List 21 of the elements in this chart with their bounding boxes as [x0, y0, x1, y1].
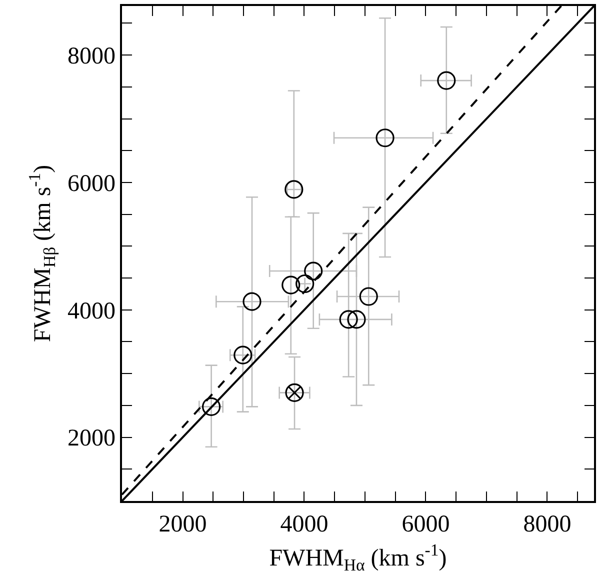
- y-tick-label: 8000: [67, 43, 116, 70]
- y-tick-label: 4000: [67, 298, 116, 324]
- y-tick-label: 2000: [67, 426, 116, 452]
- x-tick-label: 2000: [158, 512, 207, 538]
- point: [234, 346, 252, 364]
- point: [359, 287, 378, 306]
- point: [304, 262, 323, 280]
- x-tick-label: 4000: [280, 512, 328, 538]
- x-tick-label: 6000: [402, 512, 450, 538]
- point: [202, 397, 221, 416]
- point: [282, 276, 300, 294]
- point: [296, 274, 314, 294]
- point: [376, 128, 394, 148]
- y-tick-label: 6000: [67, 170, 116, 197]
- x-tick-label: 8000: [523, 512, 572, 538]
- point: [347, 310, 366, 329]
- point: [437, 71, 456, 90]
- point: [285, 383, 304, 402]
- x-axis-title: FWHM$_{Hα}$ (km s$^{-1}$): [269, 540, 447, 574]
- point: [339, 310, 358, 329]
- point: [242, 292, 262, 311]
